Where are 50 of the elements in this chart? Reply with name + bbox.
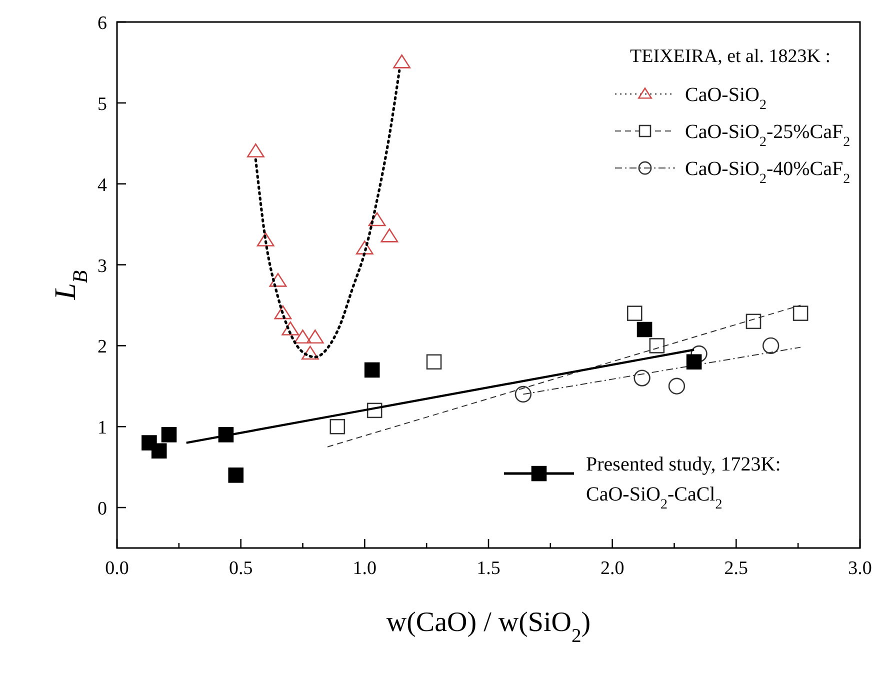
legend-label: CaO-SiO$_{2}$: [685, 84, 766, 112]
point: [246, 143, 264, 158]
x-tick-label: 0.5: [228, 558, 253, 579]
point: [393, 54, 411, 68]
y-tick-label: 5: [98, 94, 107, 115]
y-tick-label: 4: [98, 174, 108, 196]
point: [269, 272, 287, 287]
point: [161, 427, 177, 442]
point: [364, 362, 380, 378]
point: [356, 240, 374, 254]
point: [330, 418, 346, 434]
x-tick-label: 1.5: [476, 558, 500, 579]
x-tick-label: 1.0: [352, 558, 377, 579]
y-tick-label: 6: [98, 13, 107, 34]
point: [514, 386, 532, 403]
y-tick-label: 0: [98, 498, 107, 520]
point: [636, 322, 652, 338]
point: [151, 443, 167, 459]
point: [294, 330, 312, 344]
point: [792, 306, 808, 321]
legend-label: CaO-SiO$_{2}$-25%CaF$_{2}$: [685, 121, 850, 150]
y-tick-label: 2: [98, 336, 107, 358]
point: [634, 370, 650, 386]
x-axis-title: w(CaO) / w(SiO$_{2}$): [386, 607, 591, 646]
point: [668, 378, 686, 395]
point: [228, 468, 244, 483]
point: [306, 330, 324, 344]
x-tick-label: 3.0: [848, 558, 872, 579]
x-tick-label: 0.0: [105, 558, 129, 579]
point: [368, 212, 386, 226]
point: [380, 228, 398, 242]
point: [256, 232, 274, 246]
x-tick-label: 2.5: [724, 558, 748, 579]
point: [746, 314, 762, 330]
x-tick-label: 2.0: [600, 558, 624, 579]
point: [626, 306, 642, 321]
point: [282, 322, 300, 336]
legend-label: CaO-SiO$_{2}$-40%CaF$_{2}$: [685, 158, 850, 186]
point: [690, 345, 708, 362]
point: [649, 338, 665, 354]
legend-title: TEIXEIRA, et al. 1823K :: [630, 46, 831, 67]
point: [274, 305, 292, 320]
line-series: [254, 69, 401, 358]
legend-label: Presented study, 1723K: CaO-SiO$_{2}$-CaCl$_{2}$: [586, 454, 781, 512]
y-tick-label: 3: [98, 256, 107, 277]
point: [301, 346, 319, 360]
y-tick-label: 1: [98, 418, 107, 439]
point: [762, 337, 780, 354]
point: [426, 354, 442, 370]
point: [686, 354, 702, 370]
